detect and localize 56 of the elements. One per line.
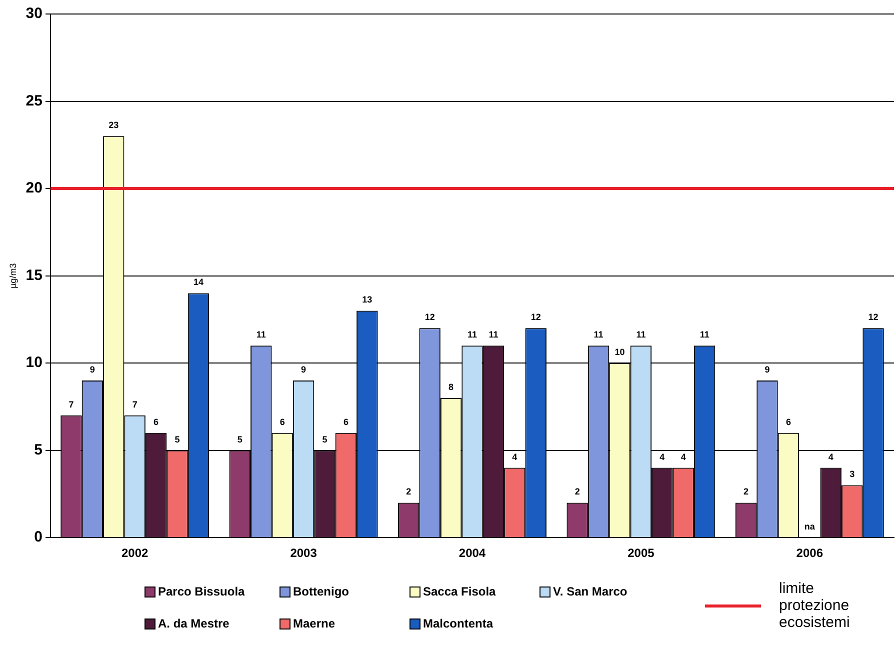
- data-label: 11: [636, 330, 646, 340]
- data-label: 11: [467, 330, 477, 340]
- data-label: 6: [786, 416, 791, 427]
- data-label: 9: [301, 364, 306, 375]
- data-label: 6: [343, 416, 348, 427]
- data-label: 9: [90, 364, 95, 375]
- data-label: 4: [660, 452, 665, 462]
- data-label: 11: [700, 330, 710, 340]
- y-tick-label: 25: [26, 92, 42, 110]
- data-label: 4: [512, 452, 518, 462]
- legend-label: Maerne: [293, 616, 336, 630]
- y-tick-label: 20: [26, 180, 42, 197]
- data-label: 13: [362, 294, 372, 305]
- legend-label: Bottenigo: [293, 584, 349, 598]
- data-label: 11: [594, 330, 604, 340]
- data-label: 5: [237, 434, 242, 444]
- data-label: 9: [764, 364, 770, 375]
- y-tick-label: 5: [34, 441, 42, 458]
- x-tick-label: 2002: [121, 546, 149, 560]
- y-axis-title: µg/m3: [8, 263, 18, 288]
- data-label: 3: [850, 469, 855, 480]
- y-tick-label: 0: [34, 528, 42, 546]
- data-label: 12: [868, 312, 878, 322]
- y-tick-label: 10: [26, 354, 42, 372]
- data-label: 14: [193, 277, 204, 288]
- text: na: [804, 522, 815, 532]
- data-label: 7: [68, 399, 74, 410]
- data-label: 2: [406, 486, 412, 497]
- legend-label: Parco Bissuola: [158, 584, 246, 598]
- data-label: 2: [574, 486, 580, 497]
- data-label: 7: [132, 399, 138, 410]
- data-label: 10: [614, 347, 625, 358]
- data-label: 12: [424, 312, 435, 322]
- legend-label: V. San Marco: [553, 584, 628, 598]
- data-label: 6: [280, 416, 285, 427]
- y-tick-label: 30: [26, 5, 42, 22]
- legend-label: limite protezione ecosistemi: [779, 580, 850, 632]
- x-tick-label: 2003: [290, 546, 318, 560]
- data-label: 12: [530, 312, 541, 322]
- data-label: 5: [174, 434, 180, 444]
- x-tick-label: 2004: [458, 546, 486, 560]
- x-tick-label: 2006: [796, 546, 824, 560]
- data-label: 4: [828, 452, 834, 462]
- data-label: 2: [744, 486, 749, 497]
- data-label: 11: [256, 330, 266, 340]
- data-label: 4: [680, 452, 686, 462]
- y-tick-label: 15: [26, 266, 42, 284]
- data-label: 6: [154, 416, 159, 427]
- legend-label: Malcontenta: [423, 616, 494, 630]
- legend-label: A. da Mestre: [158, 616, 230, 630]
- data-label: 8: [448, 382, 454, 392]
- data-label: 23: [108, 120, 119, 130]
- data-label: 11: [488, 330, 498, 340]
- data-label: 5: [322, 434, 328, 444]
- legend-label: Sacca Fisola: [423, 584, 496, 598]
- x-tick-label: 2005: [628, 546, 655, 560]
